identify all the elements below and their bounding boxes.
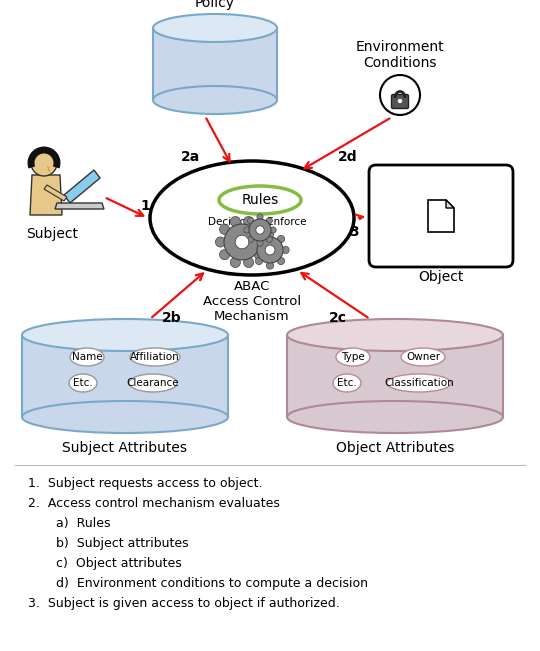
Ellipse shape <box>22 401 228 433</box>
Polygon shape <box>153 28 277 100</box>
Ellipse shape <box>130 348 180 366</box>
Circle shape <box>266 236 272 242</box>
Polygon shape <box>428 200 454 232</box>
Ellipse shape <box>287 319 503 351</box>
Text: a)  Rules: a) Rules <box>28 517 111 530</box>
Circle shape <box>254 249 265 260</box>
Text: Enforce: Enforce <box>267 217 307 227</box>
FancyArrowPatch shape <box>206 118 230 161</box>
Circle shape <box>244 227 250 233</box>
Polygon shape <box>44 185 67 201</box>
Circle shape <box>254 225 265 234</box>
Ellipse shape <box>336 348 370 366</box>
Ellipse shape <box>387 374 451 392</box>
Ellipse shape <box>69 374 97 392</box>
Circle shape <box>257 237 283 263</box>
Text: b)  Subject attributes: b) Subject attributes <box>28 537 188 550</box>
Text: 2a: 2a <box>180 150 200 164</box>
Circle shape <box>282 246 289 254</box>
Circle shape <box>248 217 254 224</box>
Text: ABAC
Access Control
Mechanism: ABAC Access Control Mechanism <box>203 280 301 323</box>
Circle shape <box>248 236 254 242</box>
Text: Type: Type <box>341 352 365 362</box>
Text: Etc.: Etc. <box>73 378 93 388</box>
Circle shape <box>215 237 226 247</box>
Circle shape <box>270 227 276 233</box>
Text: Object Attributes: Object Attributes <box>336 441 454 455</box>
Text: Subject Attributes: Subject Attributes <box>63 441 187 455</box>
Circle shape <box>244 217 254 227</box>
Polygon shape <box>446 200 454 208</box>
Text: 2.  Access control mechanism evaluates: 2. Access control mechanism evaluates <box>28 497 280 510</box>
Ellipse shape <box>333 374 361 392</box>
FancyArrowPatch shape <box>152 273 203 317</box>
Text: Clearance: Clearance <box>127 378 179 388</box>
FancyArrowPatch shape <box>356 215 363 221</box>
Text: 1.  Subject requests access to object.: 1. Subject requests access to object. <box>28 477 262 490</box>
Text: Name: Name <box>72 352 102 362</box>
Ellipse shape <box>153 14 277 42</box>
Circle shape <box>278 257 285 265</box>
Polygon shape <box>287 335 503 417</box>
Text: Classification: Classification <box>384 378 454 388</box>
Text: 3.  Subject is given access to object if authorized.: 3. Subject is given access to object if … <box>28 597 340 610</box>
Circle shape <box>220 249 229 260</box>
Circle shape <box>266 217 272 224</box>
Text: Decision: Decision <box>208 217 252 227</box>
Ellipse shape <box>153 86 277 114</box>
Ellipse shape <box>70 348 104 366</box>
Text: 2b: 2b <box>162 311 182 325</box>
Text: Affiliation: Affiliation <box>130 352 180 362</box>
Circle shape <box>255 257 262 265</box>
Ellipse shape <box>219 186 301 214</box>
Text: 1: 1 <box>140 199 150 213</box>
Ellipse shape <box>150 161 354 275</box>
Circle shape <box>251 246 258 254</box>
Polygon shape <box>30 175 62 215</box>
Circle shape <box>257 214 263 220</box>
Circle shape <box>31 150 57 176</box>
Circle shape <box>244 257 254 268</box>
Text: Rules: Rules <box>241 193 279 207</box>
Ellipse shape <box>287 401 503 433</box>
Ellipse shape <box>401 348 445 366</box>
Circle shape <box>266 262 274 269</box>
Circle shape <box>256 226 264 234</box>
Text: Access Control
Policy: Access Control Policy <box>164 0 266 10</box>
Circle shape <box>255 236 262 243</box>
Polygon shape <box>55 203 104 209</box>
Circle shape <box>266 231 274 238</box>
Circle shape <box>380 75 420 115</box>
FancyArrowPatch shape <box>301 273 368 318</box>
Circle shape <box>265 245 275 255</box>
Circle shape <box>249 219 271 241</box>
Text: Object: Object <box>418 270 464 284</box>
Circle shape <box>257 240 263 246</box>
Text: d)  Environment conditions to compute a decision: d) Environment conditions to compute a d… <box>28 577 368 590</box>
Circle shape <box>259 237 268 247</box>
Text: Environment
Conditions: Environment Conditions <box>356 40 444 70</box>
Text: 3: 3 <box>349 225 359 239</box>
Text: Owner: Owner <box>406 352 440 362</box>
Circle shape <box>398 99 402 104</box>
FancyArrowPatch shape <box>106 198 143 216</box>
Circle shape <box>220 225 229 234</box>
FancyBboxPatch shape <box>369 165 513 267</box>
FancyArrowPatch shape <box>305 118 389 169</box>
Polygon shape <box>22 335 228 417</box>
Circle shape <box>230 257 240 268</box>
Circle shape <box>235 235 249 249</box>
Text: 2c: 2c <box>329 311 347 325</box>
Ellipse shape <box>22 319 228 351</box>
Text: Etc.: Etc. <box>337 378 357 388</box>
Circle shape <box>278 236 285 243</box>
Circle shape <box>230 217 240 227</box>
Polygon shape <box>64 170 100 203</box>
FancyBboxPatch shape <box>392 94 408 109</box>
Circle shape <box>224 224 260 260</box>
Text: 2d: 2d <box>338 150 358 164</box>
Ellipse shape <box>129 374 177 392</box>
Text: Subject: Subject <box>26 227 78 241</box>
Text: c)  Object attributes: c) Object attributes <box>28 557 182 570</box>
